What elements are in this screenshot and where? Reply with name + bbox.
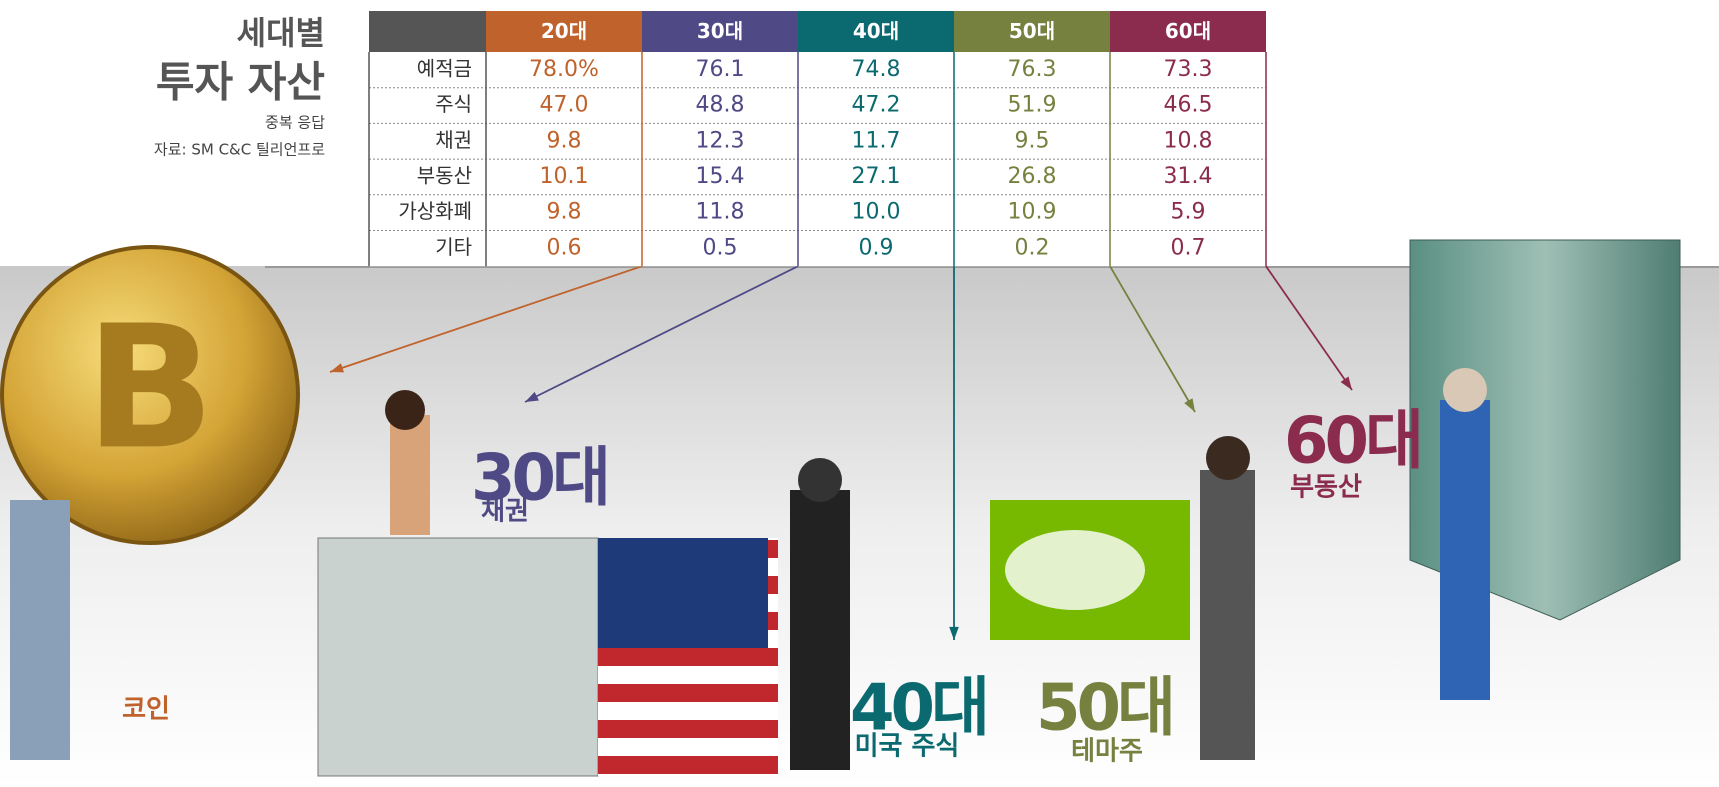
cell-value: 10.0 — [852, 200, 901, 225]
callout-age: 60대 — [1284, 405, 1420, 479]
callout-age: 50대 — [1036, 672, 1172, 746]
cell-value: 0.7 — [1171, 235, 1206, 260]
title: 세대별 — [237, 14, 325, 52]
cell-value: 73.3 — [1164, 57, 1213, 82]
callout-label: 채권 — [481, 497, 529, 527]
cell-value: 0.5 — [703, 235, 738, 260]
cell-value: 0.2 — [1015, 235, 1050, 260]
title: 투자 자산 — [156, 58, 325, 107]
cell-value: 26.8 — [1008, 164, 1057, 189]
cell-value: 46.5 — [1164, 93, 1213, 118]
note: 중복 응답 — [265, 114, 325, 132]
cell-value: 48.8 — [696, 93, 745, 118]
cell-value: 11.8 — [696, 200, 745, 225]
cell-value: 31.4 — [1164, 164, 1213, 189]
row-label: 기타 — [435, 235, 472, 259]
callout-label: 코인 — [122, 695, 170, 725]
cell-value: 12.3 — [696, 128, 745, 153]
cell-value: 74.8 — [852, 57, 901, 82]
cell-value: 78.0% — [529, 57, 599, 82]
cell-value: 10.9 — [1008, 200, 1057, 225]
source: 자료: SM C&C 틸리언프로 — [154, 141, 325, 159]
cell-value: 5.9 — [1171, 200, 1206, 225]
row-label: 채권 — [435, 128, 472, 152]
row-label: 가상화폐 — [398, 199, 472, 223]
row-label: 예적금 — [417, 56, 472, 80]
row-label: 주식 — [435, 92, 472, 116]
cell-value: 51.9 — [1008, 93, 1057, 118]
cell-value: 0.6 — [547, 235, 582, 260]
column-header: 50대 — [1009, 19, 1055, 43]
cell-value: 9.8 — [547, 200, 582, 225]
cell-value: 76.1 — [696, 57, 745, 82]
cell-value: 76.3 — [1008, 57, 1057, 82]
callout-label: 테마주 — [1071, 737, 1143, 767]
cell-value: 0.9 — [859, 235, 894, 260]
infographic: B 20대30대40대50대60대예적금78.0%76.174.876.373.… — [0, 0, 1719, 787]
cell-value: 47.0 — [540, 93, 589, 118]
cell-value: 9.8 — [547, 128, 582, 153]
row-label: 부동산 — [417, 163, 472, 187]
cell-value: 10.1 — [540, 164, 589, 189]
cell-value: 27.1 — [852, 164, 901, 189]
cell-value: 15.4 — [696, 164, 745, 189]
callout-label: 부동산 — [1290, 473, 1362, 503]
column-header: 40대 — [853, 19, 899, 43]
callout-label: 미국 주식 — [855, 732, 960, 762]
header-cell — [369, 11, 486, 52]
column-header: 20대 — [541, 19, 587, 43]
cell-value: 11.7 — [852, 128, 901, 153]
cell-value: 10.8 — [1164, 128, 1213, 153]
cell-value: 9.5 — [1015, 128, 1050, 153]
column-header: 60대 — [1165, 19, 1211, 43]
column-header: 30대 — [697, 19, 743, 43]
cell-value: 47.2 — [852, 93, 901, 118]
svg-text:B: B — [85, 289, 215, 487]
